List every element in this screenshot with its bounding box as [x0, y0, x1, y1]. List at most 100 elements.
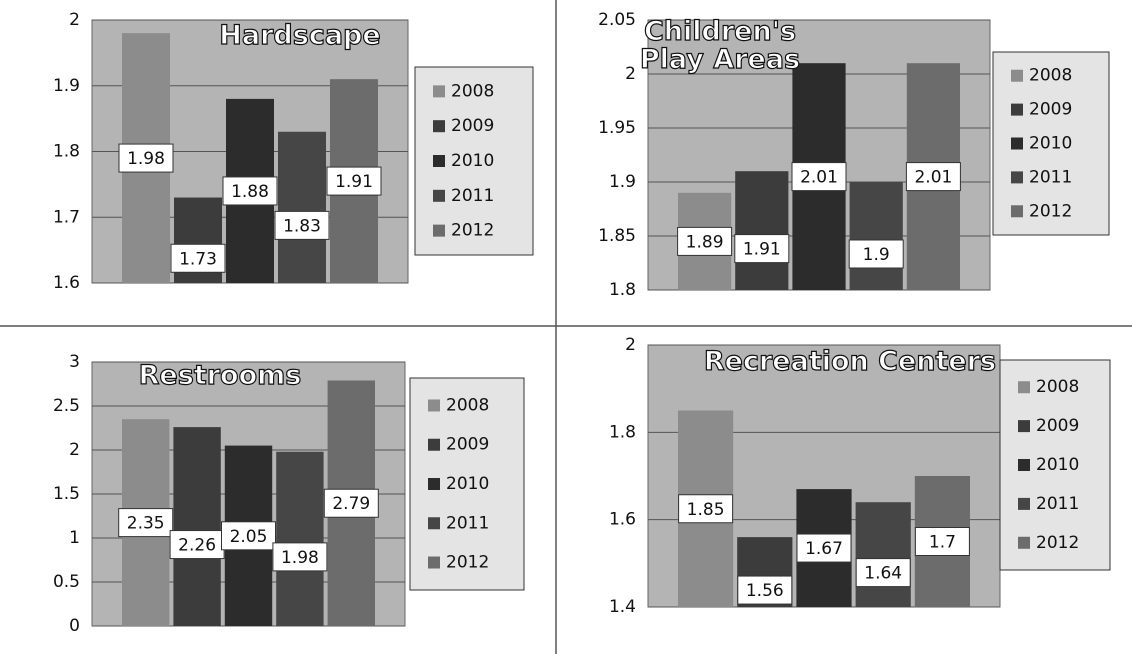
y-tick-label: 1 — [69, 528, 80, 548]
y-tick-label: 1.8 — [609, 280, 636, 300]
legend-swatch — [428, 438, 440, 451]
y-tick-label: 2.05 — [598, 10, 636, 30]
data-label-box — [677, 226, 733, 256]
legend-swatch — [1018, 381, 1030, 394]
chart-title: Children's Play Areas — [639, 18, 801, 76]
legend-label: 2010 — [446, 474, 489, 494]
y-tick-label: 1.4 — [609, 597, 636, 617]
legend-label: 2009 — [1036, 416, 1079, 436]
legend-label: 2012 — [1029, 201, 1072, 221]
y-tick-label: 2 — [625, 64, 636, 84]
chart-title: Hardscape — [219, 22, 382, 51]
chart-title-box: Restrooms — [138, 362, 302, 391]
data-label: 1.88 — [231, 182, 269, 202]
data-label-box — [678, 494, 734, 524]
data-label: 1.85 — [687, 500, 725, 520]
legend-swatch — [1011, 69, 1023, 82]
legend-label: 2010 — [1036, 455, 1079, 475]
chart-title-box: Recreation Centers — [703, 348, 997, 377]
legend-label: 2011 — [1036, 494, 1079, 514]
legend-label: 2011 — [1029, 167, 1072, 187]
legend-swatch — [1011, 171, 1023, 184]
y-tick-label: 2 — [625, 335, 636, 355]
chart-title: Restrooms — [138, 362, 302, 391]
chart-title-box: Hardscape — [219, 22, 382, 51]
data-label: 2.05 — [230, 527, 268, 547]
y-tick-label: 1.9 — [53, 76, 80, 96]
legend-swatch — [428, 517, 440, 530]
y-tick-label: 1.9 — [609, 172, 636, 192]
data-label: 1.98 — [127, 149, 165, 169]
legend-swatch — [1018, 459, 1030, 471]
data-label-box — [855, 558, 911, 588]
bar — [276, 451, 324, 626]
legend-swatch — [1018, 497, 1030, 510]
legend-label: 2012 — [1036, 533, 1079, 553]
legend-swatch — [1018, 420, 1030, 433]
bar — [735, 171, 789, 290]
data-label: 1.73 — [179, 249, 217, 269]
data-label-box — [170, 243, 226, 273]
data-label: 1.64 — [864, 564, 902, 584]
legend-swatch — [428, 399, 440, 412]
legend-label: 2010 — [451, 151, 494, 171]
y-tick-label: 2.5 — [53, 396, 80, 416]
legend-swatch — [433, 85, 445, 98]
data-label-box — [848, 239, 904, 269]
data-label: 1.83 — [283, 216, 321, 236]
data-label: 1.98 — [281, 548, 319, 568]
data-label: 2.01 — [914, 168, 952, 188]
bar — [849, 182, 903, 290]
legend-swatch — [428, 478, 440, 490]
legend-label: 2011 — [451, 186, 494, 206]
data-label: 1.91 — [335, 172, 373, 192]
data-label: 2.79 — [332, 494, 370, 514]
data-label: 2.01 — [800, 168, 838, 188]
data-label-box — [326, 166, 382, 196]
chart-title-box: Children's Play Areas — [639, 18, 801, 76]
legend-swatch — [428, 556, 440, 569]
legend-swatch — [433, 224, 445, 237]
legend-label: 2009 — [451, 116, 494, 136]
legend-swatch — [433, 155, 445, 167]
legend-label: 2009 — [446, 435, 489, 455]
data-label: 1.7 — [929, 533, 956, 553]
legend-label: 2009 — [1029, 100, 1072, 120]
data-label-box — [118, 143, 174, 173]
legend-label: 2012 — [451, 221, 494, 241]
legend-swatch — [1018, 536, 1030, 549]
legend-swatch — [433, 120, 445, 133]
data-label: 2.35 — [127, 514, 165, 534]
y-tick-label: 1.8 — [609, 422, 636, 442]
legend-label: 2008 — [1029, 66, 1072, 86]
y-tick-label: 2 — [69, 10, 80, 30]
chart-title: Recreation Centers — [703, 348, 997, 377]
y-tick-label: 1.7 — [53, 207, 80, 227]
data-label: 1.89 — [686, 232, 724, 252]
y-tick-label: 1.6 — [609, 510, 636, 530]
data-label-box — [737, 575, 793, 605]
bar — [855, 502, 911, 607]
data-label-box — [274, 210, 330, 240]
data-label: 2.26 — [178, 536, 216, 556]
y-tick-label: 0.5 — [53, 572, 80, 592]
data-label-box — [323, 488, 379, 518]
bar — [173, 427, 221, 626]
legend-swatch — [1011, 137, 1023, 150]
legend-label: 2008 — [446, 395, 489, 415]
data-label-box — [914, 527, 970, 556]
legend-label: 2012 — [446, 553, 489, 573]
data-label: 1.67 — [805, 539, 843, 559]
legend-swatch — [433, 189, 445, 202]
y-tick-label: 1.85 — [598, 226, 636, 246]
data-label-box — [118, 508, 174, 538]
y-tick-label: 1.6 — [53, 273, 80, 293]
y-tick-label: 1.5 — [53, 484, 80, 504]
data-label-box — [221, 521, 276, 551]
legend-swatch — [1011, 103, 1023, 116]
y-tick-label: 2 — [69, 440, 80, 460]
data-label-box — [905, 162, 961, 192]
data-label: 1.91 — [743, 240, 781, 260]
y-tick-label: 0 — [69, 616, 80, 636]
